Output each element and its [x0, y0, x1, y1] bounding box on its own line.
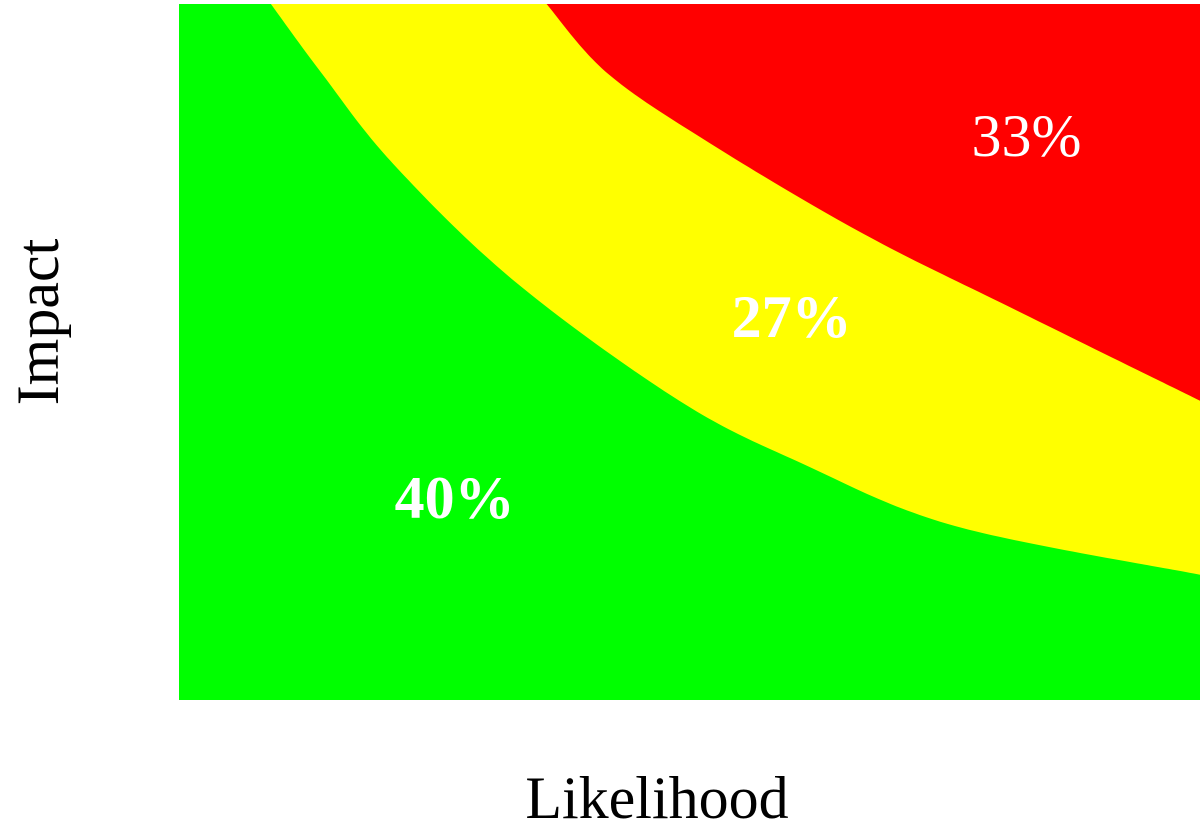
zone-high-risk — [546, 4, 1200, 401]
zone-label-medium: 27% — [732, 284, 852, 350]
zone-label-high: 33% — [971, 103, 1081, 169]
zone-label-low: 40% — [395, 465, 515, 531]
plot-area — [179, 4, 1200, 700]
y-axis-label: Impact — [5, 238, 71, 405]
x-axis-label: Likelihood — [525, 765, 788, 821]
